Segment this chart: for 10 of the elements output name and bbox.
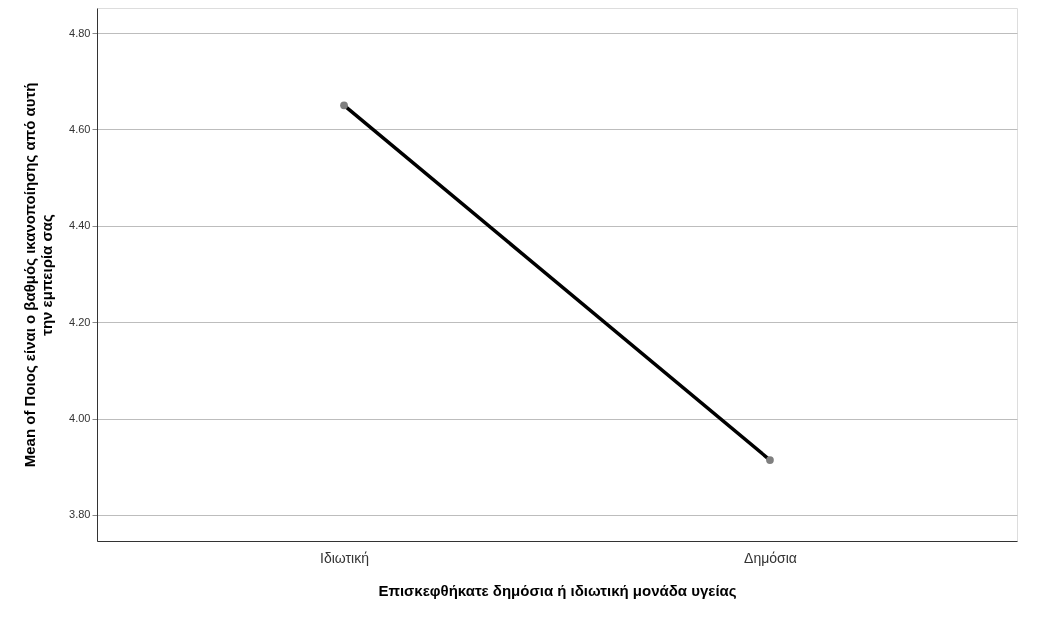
x-tick-label: Ιδιωτική (320, 549, 370, 566)
y-tick-label: 4.60 (69, 122, 91, 135)
y-tick-label: 4.00 (69, 412, 91, 425)
y-tick-label: 3.80 (69, 508, 91, 521)
y-tick-label: 4.20 (69, 315, 91, 328)
y-axis-title: Mean of Ποιος είναι ο βαθμός ικανοποίησης από αυτή την εμπειρία σας (21, 82, 56, 468)
x-axis-title: Επισκεφθήκατε δημόσια ή ιδιωτική μονάδα υγείας (378, 581, 737, 599)
y-tick-label: 4.80 (69, 26, 91, 39)
y-tick-label: 4.40 (69, 219, 91, 232)
x-tick-label: Δημόσια (744, 549, 797, 566)
